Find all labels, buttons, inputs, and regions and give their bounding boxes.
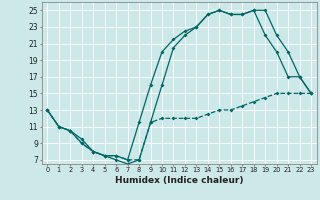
X-axis label: Humidex (Indice chaleur): Humidex (Indice chaleur) [115, 176, 244, 185]
